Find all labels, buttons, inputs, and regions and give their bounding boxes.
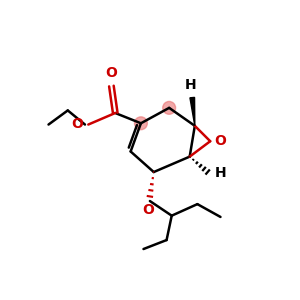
Text: H: H <box>184 78 196 92</box>
Text: O: O <box>105 66 117 80</box>
Text: O: O <box>71 117 83 131</box>
Circle shape <box>134 117 147 130</box>
Polygon shape <box>190 98 195 126</box>
Text: O: O <box>143 203 154 217</box>
Text: O: O <box>214 134 226 148</box>
Text: H: H <box>215 166 226 180</box>
Circle shape <box>163 101 176 114</box>
